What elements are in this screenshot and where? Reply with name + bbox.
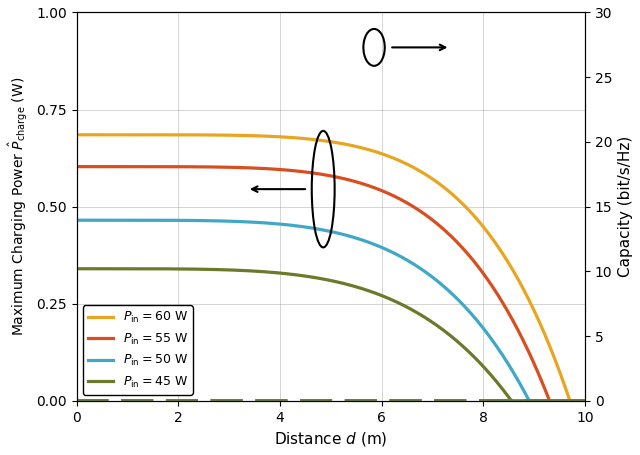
Y-axis label: Capacity (bit/s/Hz): Capacity (bit/s/Hz) (618, 136, 633, 277)
Y-axis label: Maximum Charging Power $\hat{P}_{\mathrm{charge}}$ (W): Maximum Charging Power $\hat{P}_{\mathrm… (7, 77, 31, 336)
Legend: $P_{\mathrm{in}} = 60$ W, $P_{\mathrm{in}} = 55$ W, $P_{\mathrm{in}} = 50$ W, $P: $P_{\mathrm{in}} = 60$ W, $P_{\mathrm{in… (83, 305, 193, 394)
X-axis label: Distance $d$ (m): Distance $d$ (m) (274, 430, 388, 448)
